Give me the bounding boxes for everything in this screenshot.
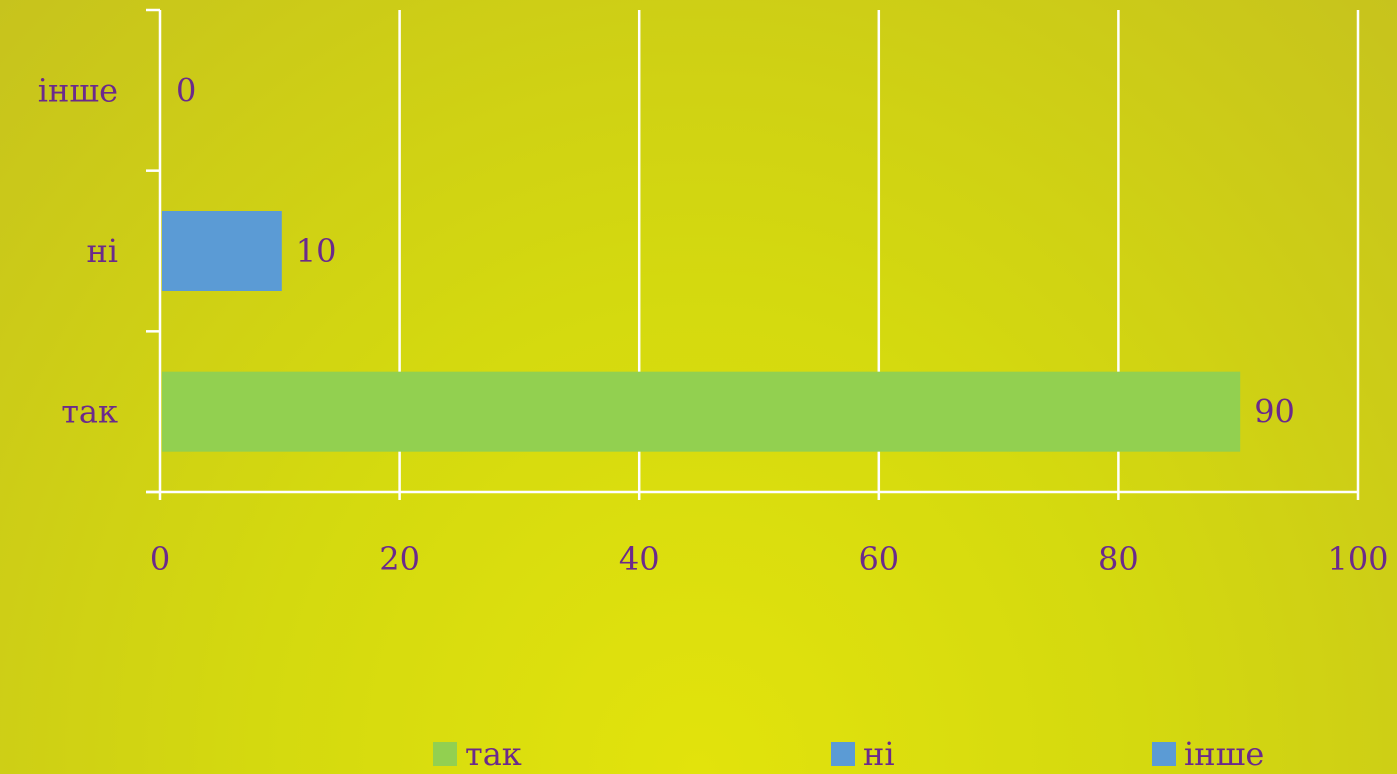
legend-swatch-ni (831, 742, 855, 766)
legend-item-ni: ні (831, 734, 895, 774)
legend-item-inshe: інше (1152, 734, 1264, 774)
axes (146, 8, 1358, 500)
data-labels: 90 10 0 (176, 71, 1295, 430)
legend-label-inshe: інше (1184, 735, 1265, 773)
x-tick-label-40: 40 (619, 540, 660, 578)
legend-item-tak: так (433, 734, 522, 774)
x-tick-label-100: 100 (1327, 540, 1388, 578)
y-category-label-0: так (61, 393, 118, 431)
legend-swatch-tak (433, 742, 457, 766)
x-tick-label-0: 0 (150, 540, 170, 578)
y-axis-labels: так ні інше (38, 71, 118, 430)
bar-0 (162, 371, 1241, 452)
x-tick-label-20: 20 (379, 540, 420, 578)
y-category-label-1: ні (86, 232, 118, 270)
data-label-1: 10 (296, 232, 337, 270)
bar-1 (162, 211, 282, 291)
bars (162, 211, 1241, 452)
x-tick-label-80: 80 (1098, 540, 1139, 578)
legend-label-tak: так (465, 735, 522, 773)
legend: так ні інше (0, 734, 1397, 774)
x-tick-label-60: 60 (858, 540, 899, 578)
data-label-2: 0 (176, 71, 196, 109)
y-category-label-2: інше (38, 71, 118, 109)
legend-swatch-inshe (1152, 742, 1176, 766)
data-label-0: 90 (1254, 393, 1295, 431)
legend-label-ni: ні (863, 735, 895, 773)
x-axis-tick-labels: 0 20 40 60 80 100 (150, 540, 1389, 578)
